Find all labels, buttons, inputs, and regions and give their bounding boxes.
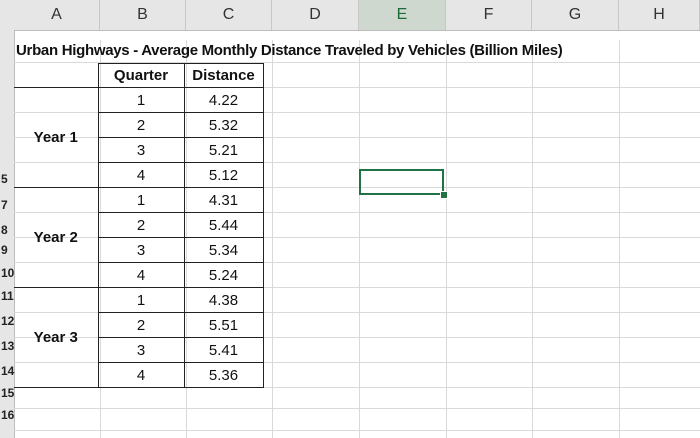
year-label[interactable]: Year 1 (14, 87, 99, 188)
grid-line (14, 408, 700, 409)
distance-cell[interactable]: 4.22 (183, 87, 264, 113)
grid-line (14, 187, 700, 188)
row-header-12[interactable]: 12 (1, 314, 15, 328)
table-row: 4 5.12 (14, 162, 264, 188)
grid-line (532, 40, 533, 438)
row-header-14[interactable]: 14 (1, 364, 15, 378)
quarter-cell[interactable]: 4 (97, 162, 185, 188)
distance-cell[interactable]: 5.32 (183, 112, 264, 138)
distance-cell[interactable]: 5.12 (183, 162, 264, 188)
grid-line (14, 362, 700, 363)
row-header-10[interactable]: 10 (1, 266, 15, 280)
column-header-f[interactable]: F (446, 0, 532, 30)
quarter-cell[interactable]: 1 (97, 187, 185, 213)
row-header-15[interactable]: 15 (1, 386, 15, 400)
quarter-cell[interactable]: 4 (97, 362, 185, 388)
grid-line (14, 312, 700, 313)
column-header-d[interactable]: D (272, 0, 359, 30)
row-header-7[interactable]: 7 (1, 198, 8, 212)
grid-line (14, 162, 700, 163)
column-header-c[interactable]: C (186, 0, 272, 30)
distance-cell[interactable]: 4.38 (183, 287, 264, 313)
table-row: 3 5.41 (14, 337, 264, 363)
quarter-cell[interactable]: 3 (97, 237, 185, 263)
quarter-cell[interactable]: 1 (97, 287, 185, 313)
distance-cell[interactable]: 5.41 (183, 337, 264, 363)
table-row: 3 5.34 (14, 237, 264, 263)
table-row: 3 5.21 (14, 137, 264, 163)
quarter-cell[interactable]: 3 (97, 337, 185, 363)
row-header-8[interactable]: 8 (1, 223, 8, 237)
distance-cell[interactable]: 5.36 (183, 362, 264, 388)
distance-cell[interactable]: 5.51 (183, 312, 264, 338)
table-row: Year 1 1 4.22 (14, 87, 264, 188)
row-header-9[interactable]: 9 (1, 243, 8, 257)
distance-cell[interactable]: 5.34 (183, 237, 264, 263)
grid-line (272, 40, 273, 438)
fill-handle[interactable] (440, 191, 448, 199)
table-row: Year 3 1 4.38 (14, 287, 264, 388)
table-row: 2 5.32 (14, 112, 264, 138)
column-header-a[interactable]: A (14, 0, 100, 30)
grid-line (14, 237, 700, 238)
distance-cell[interactable]: 5.24 (183, 262, 264, 288)
sheet-title[interactable]: Urban Highways - Average Monthly Distanc… (16, 42, 563, 59)
quarter-cell[interactable]: 3 (97, 137, 185, 163)
table-header-row: Quarter Distance (14, 63, 264, 88)
year-label[interactable]: Year 3 (14, 287, 99, 388)
quarter-cell[interactable]: 4 (97, 262, 185, 288)
distance-cell[interactable]: 5.44 (183, 212, 264, 238)
column-header-bar: A B C D E F G H (0, 0, 700, 31)
grid-line (14, 430, 700, 431)
grid-line (14, 137, 700, 138)
distance-header[interactable]: Distance (183, 63, 264, 88)
row-header-strip: 5 7 8 9 10 11 12 13 14 15 16 (0, 30, 15, 438)
table-cell[interactable] (14, 63, 99, 88)
grid-line (14, 87, 700, 88)
table-row: 2 5.44 (14, 212, 264, 238)
grid-line (14, 212, 700, 213)
selected-cell-e7[interactable] (359, 169, 444, 195)
distance-cell[interactable]: 5.21 (183, 137, 264, 163)
year-label[interactable]: Year 2 (14, 187, 99, 288)
grid-line (14, 262, 700, 263)
row-header-16[interactable]: 16 (1, 408, 15, 422)
grid-line (14, 62, 700, 63)
quarter-cell[interactable]: 2 (97, 212, 185, 238)
quarter-cell[interactable]: 2 (97, 312, 185, 338)
column-header-h[interactable]: H (619, 0, 700, 30)
column-header-e[interactable]: E (359, 0, 446, 30)
grid-line (14, 337, 700, 338)
grid-line (619, 40, 620, 438)
table-row: Year 2 1 4.31 (14, 187, 264, 288)
row-header-11[interactable]: 11 (1, 289, 14, 303)
data-table: Quarter Distance Year 1 1 4.22 2 5.32 3 … (14, 63, 264, 388)
distance-cell[interactable]: 4.31 (183, 187, 264, 213)
quarter-cell[interactable]: 2 (97, 112, 185, 138)
grid-line (14, 112, 700, 113)
row-header-13[interactable]: 13 (1, 339, 15, 353)
grid-line (359, 40, 360, 438)
grid-line (14, 287, 700, 288)
grid-line (14, 387, 700, 388)
column-header-g[interactable]: G (532, 0, 619, 30)
column-header-b[interactable]: B (100, 0, 186, 30)
quarter-header[interactable]: Quarter (97, 63, 185, 88)
quarter-cell[interactable]: 1 (97, 87, 185, 113)
row-header-5[interactable]: 5 (1, 172, 8, 186)
table-row: 4 5.36 (14, 362, 264, 388)
grid-line (446, 40, 447, 438)
